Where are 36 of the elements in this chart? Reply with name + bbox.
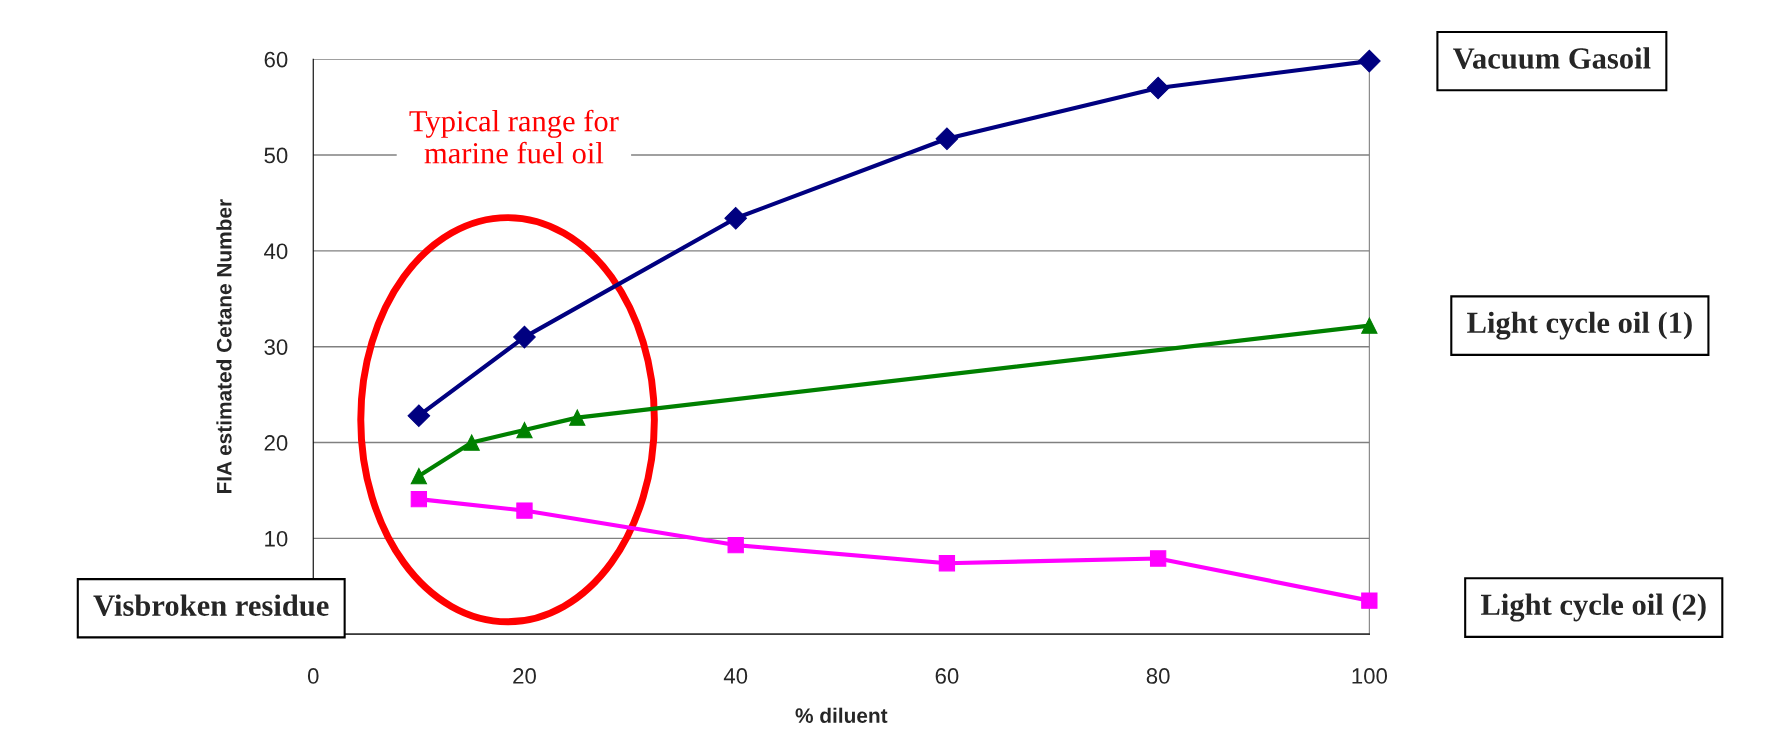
- x-tick-label: 60: [935, 668, 959, 684]
- point: [938, 555, 956, 572]
- point: [727, 536, 744, 554]
- x-tick-label: 100: [1352, 668, 1388, 684]
- annotation: Visbroken residue: [93, 594, 329, 617]
- point: [1146, 76, 1170, 100]
- point: [1361, 317, 1378, 334]
- y-tick-label: 30: [264, 339, 288, 355]
- point: [1361, 592, 1378, 609]
- y-tick-label: 10: [265, 530, 288, 547]
- annotation: Typical range for marine fuel oil: [409, 109, 619, 164]
- y-tick-label: 60: [264, 51, 288, 68]
- x-tick-label: 80: [1146, 668, 1170, 684]
- point: [1149, 550, 1167, 567]
- x-tick-label: 40: [723, 668, 748, 684]
- point: [516, 421, 533, 439]
- point: [463, 434, 480, 451]
- point: [407, 404, 431, 428]
- point: [569, 409, 586, 426]
- point: [513, 325, 536, 349]
- point: [410, 467, 428, 485]
- point: [1358, 49, 1381, 73]
- point: [935, 127, 959, 151]
- x-tick-label: 20: [513, 668, 536, 684]
- y-axis-title: FIA estimated Cetane Number: [216, 199, 232, 494]
- x-axis-title: % diluent: [795, 707, 888, 723]
- point: [516, 502, 533, 519]
- y-tick-label: 20: [264, 435, 288, 451]
- text: Vacuum Gasoil: [1453, 47, 1651, 69]
- y-tick-label: 50: [264, 147, 288, 164]
- y-tick-label: 40: [264, 243, 288, 260]
- text: Light cycle oil (1): [1467, 311, 1692, 340]
- point: [724, 206, 748, 230]
- point: [410, 490, 428, 508]
- x-tick-label: 0: [307, 668, 319, 684]
- text: Light cycle oil (2): [1480, 593, 1706, 622]
